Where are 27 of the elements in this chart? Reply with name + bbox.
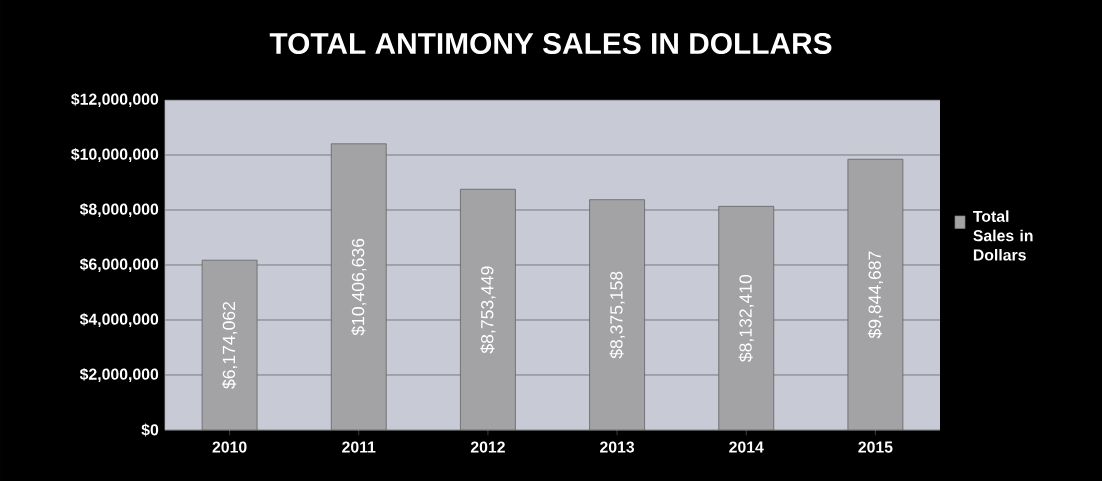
x-tick-label: 2014: [729, 441, 764, 453]
legend-label: Total Sales in Dollars: [973, 210, 1033, 261]
y-tick-label: $6,000,000: [79, 257, 159, 273]
chart-title: TOTAL ANTIMONY SALES IN DOLLARS: [269, 32, 832, 55]
y-tick-label: $4,000,000: [79, 312, 159, 328]
y-tick-label: $0: [141, 423, 159, 437]
bar: [847, 158, 904, 430]
y-tick-label: $10,000,000: [71, 147, 159, 163]
data-label: $8,132,410: [738, 274, 754, 362]
y-tick-label: $8,000,000: [79, 202, 159, 218]
bar: [460, 188, 516, 430]
x-tick-label: 2012: [470, 441, 505, 453]
data-label: $8,375,158: [609, 271, 625, 359]
bar: [589, 199, 645, 430]
y-tick-label: $12,000,000: [71, 92, 159, 108]
bar: [201, 259, 258, 430]
x-tick-label: 2011: [342, 441, 376, 453]
data-label: $9,844,687: [867, 251, 884, 339]
data-label: $8,753,449: [480, 266, 496, 354]
y-tick-label: $2,000,000: [79, 367, 159, 383]
x-tick-label: 2013: [600, 441, 635, 453]
bar: [330, 143, 387, 430]
x-tick-label: 2010: [212, 441, 247, 453]
bar: [718, 205, 775, 430]
data-label: $10,406,636: [351, 238, 367, 336]
x-tick-label: 2015: [858, 441, 893, 453]
data-label: $6,174,062: [221, 302, 238, 389]
